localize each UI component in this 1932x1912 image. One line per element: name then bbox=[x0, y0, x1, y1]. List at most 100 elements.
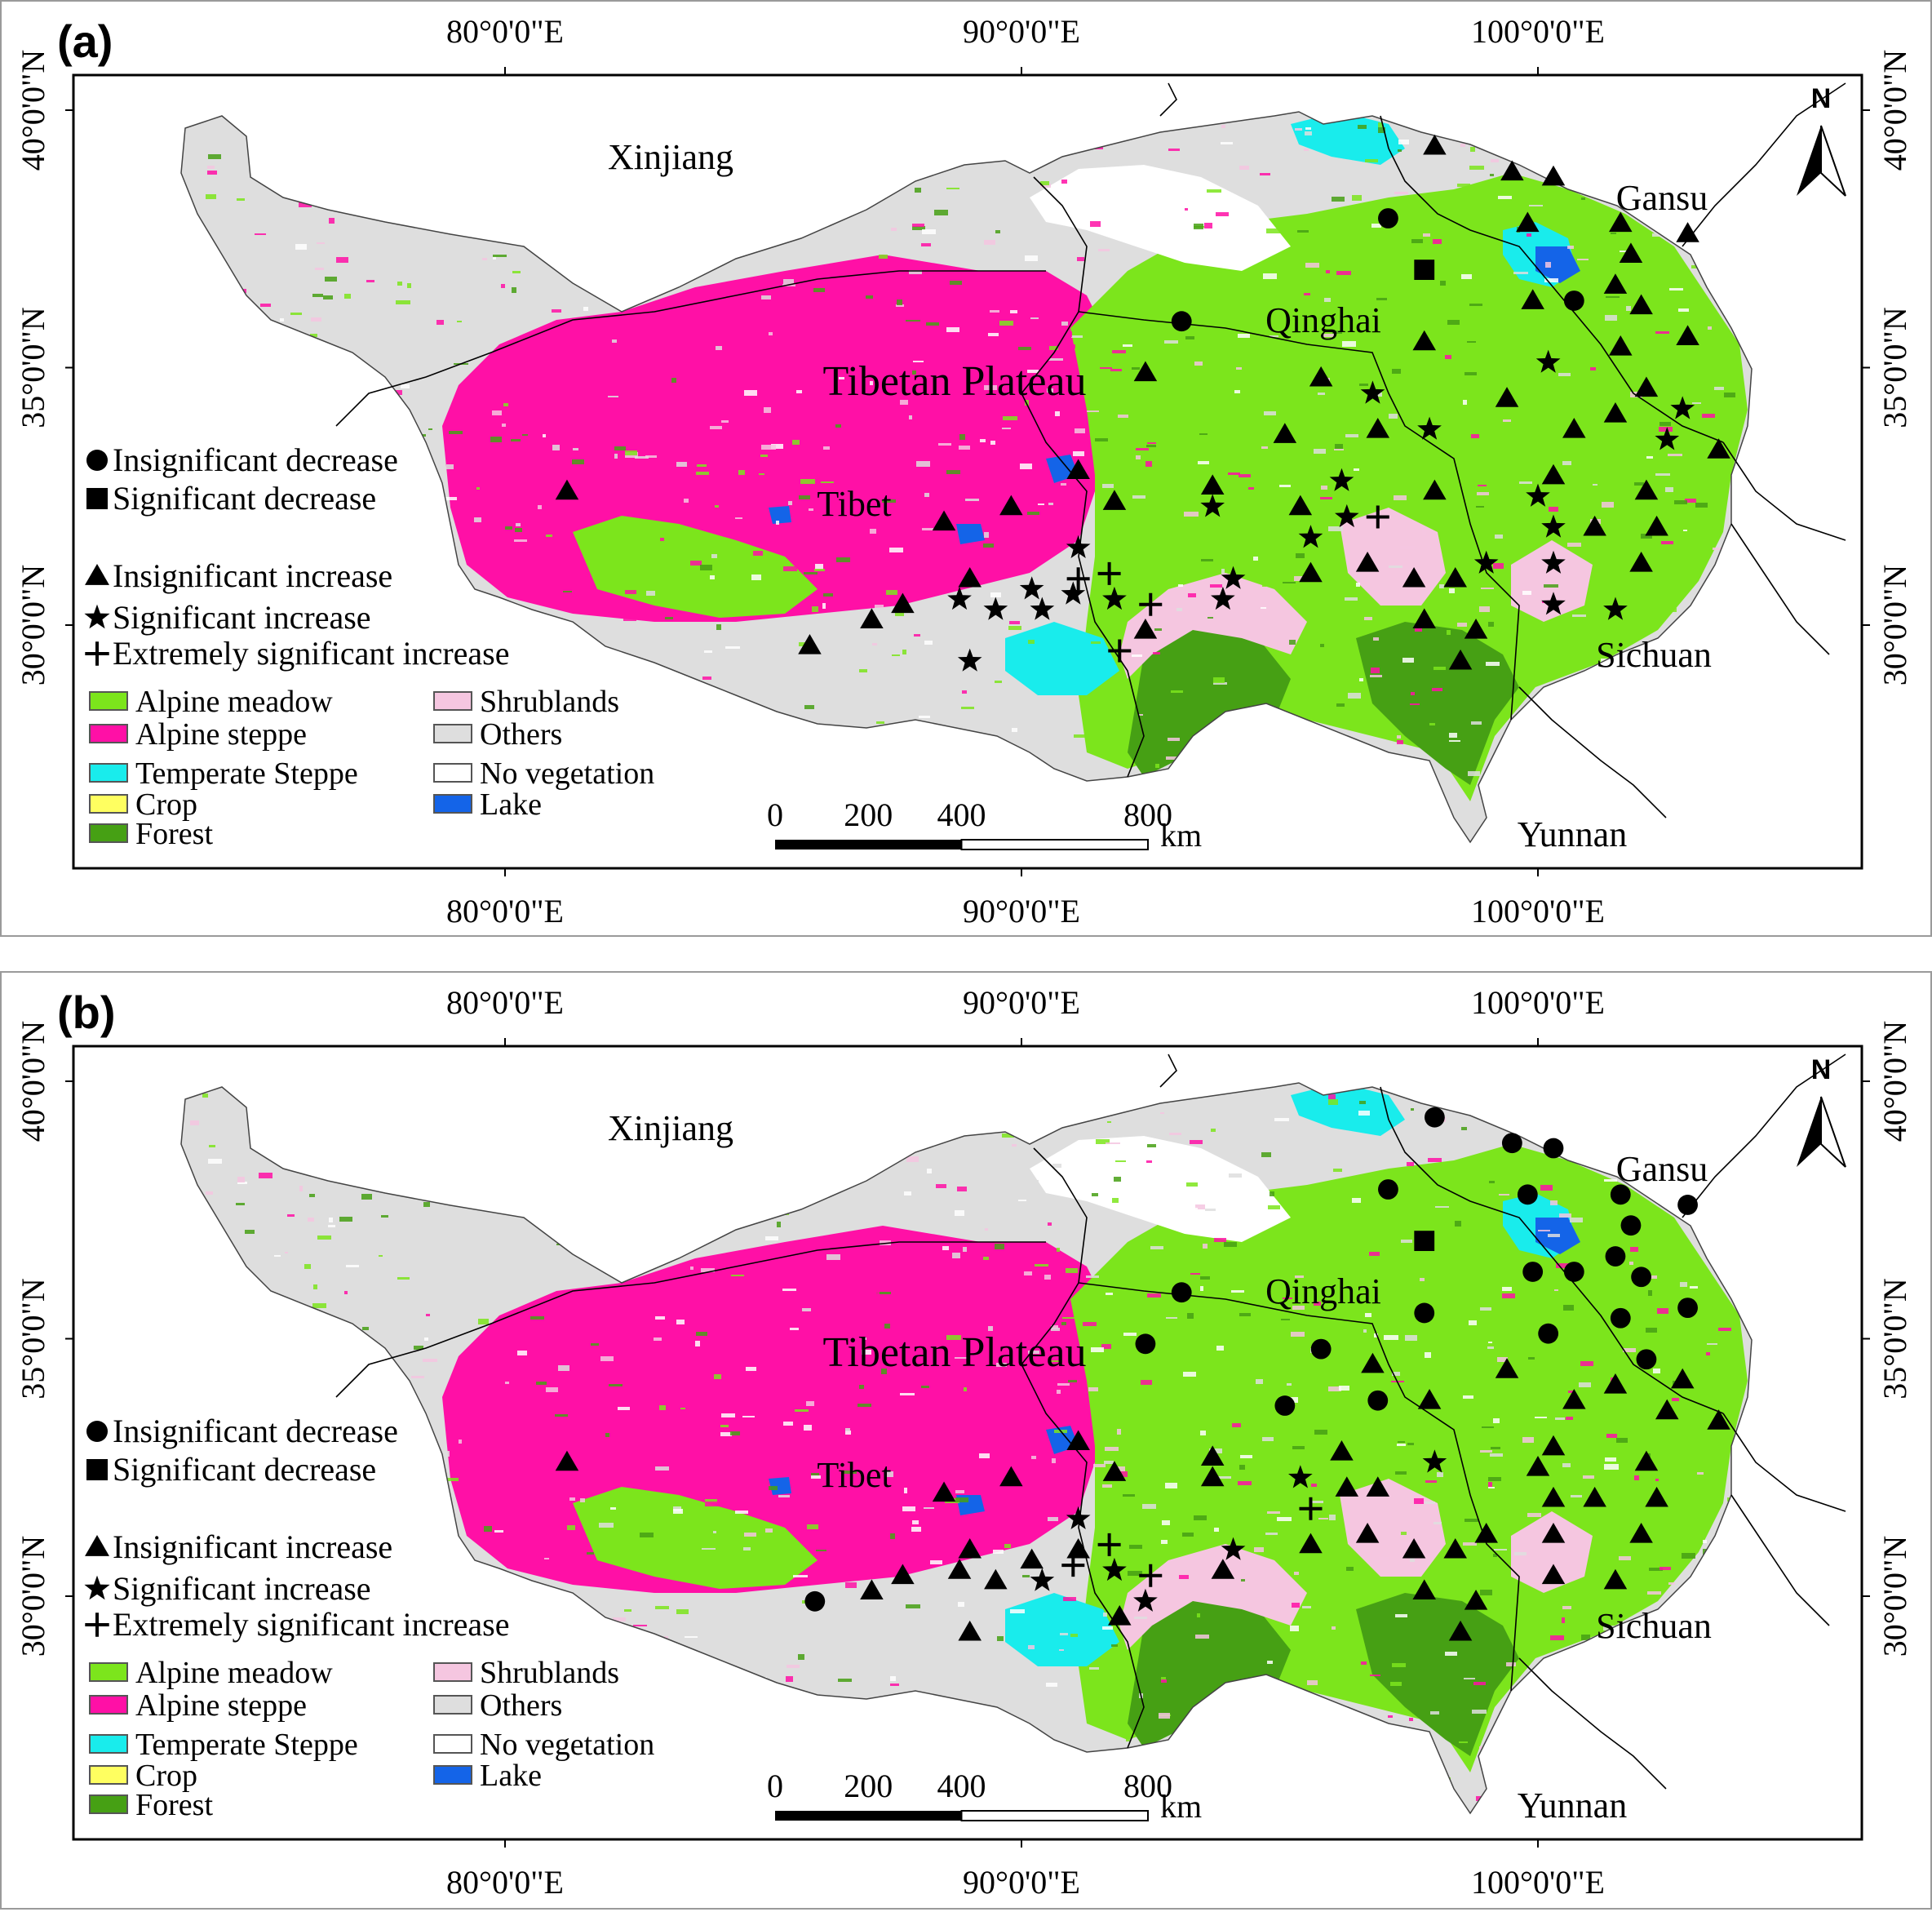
station-marker-inc bbox=[1495, 1358, 1519, 1378]
station-marker-inc bbox=[1299, 1533, 1323, 1554]
right-tick-label: 40°0'0"N bbox=[1877, 50, 1913, 171]
north-label: N bbox=[1811, 83, 1832, 114]
landcover-legend-label: Lake bbox=[480, 787, 542, 822]
station-marker-sig bbox=[1298, 525, 1323, 548]
landcover-legend-label: Lake bbox=[480, 1759, 542, 1793]
station-marker-sig bbox=[1335, 504, 1359, 528]
station-marker-dec bbox=[1425, 1107, 1445, 1128]
station-marker-dec bbox=[1171, 1282, 1192, 1303]
legend-swatch bbox=[433, 1695, 472, 1715]
region-label-gansu: Gansu bbox=[1616, 178, 1708, 218]
scale-bar-label: 200 bbox=[844, 1768, 893, 1804]
station-marker-plus bbox=[1299, 1497, 1323, 1520]
station-marker-dec bbox=[1274, 1395, 1296, 1416]
station-marker-inc bbox=[1102, 490, 1127, 510]
legend-swatch bbox=[433, 724, 472, 743]
station-marker-sig bbox=[1288, 1465, 1313, 1488]
station-marker-inc bbox=[1676, 325, 1699, 345]
landcover-legend-label: Alpine meadow bbox=[135, 1656, 333, 1690]
station-marker-inc bbox=[1402, 1537, 1426, 1559]
landcover-legend-label: Others bbox=[480, 1688, 562, 1723]
station-marker-dec bbox=[1636, 1349, 1657, 1370]
station-marker-inc bbox=[984, 1568, 1008, 1590]
station-marker-inc bbox=[798, 633, 822, 654]
station-marker-inc bbox=[1541, 1486, 1566, 1507]
trend-legend-label: Significant decrease bbox=[113, 480, 376, 517]
legend-swatch bbox=[89, 763, 128, 783]
landcover-legend-label: Shrublands bbox=[480, 685, 619, 719]
station-marker-inc bbox=[1634, 1450, 1659, 1471]
station-marker-inc bbox=[555, 479, 579, 500]
landcover-legend-label: Forest bbox=[135, 817, 213, 851]
station-marker-dec bbox=[1522, 1262, 1544, 1282]
station-marker-inc bbox=[1634, 376, 1659, 397]
station-marker-plus bbox=[1061, 1554, 1085, 1577]
station-marker-inc bbox=[1645, 515, 1668, 536]
station-marker-inc bbox=[891, 592, 915, 614]
right-tick-label: 30°0'0"N bbox=[1877, 1536, 1913, 1657]
legend-swatch bbox=[433, 691, 472, 711]
legend-swatch bbox=[89, 691, 128, 711]
station-marker-inc bbox=[1200, 1466, 1225, 1487]
station-marker-inc bbox=[1133, 619, 1158, 639]
region-label-sichuan: Sichuan bbox=[1596, 635, 1712, 675]
top-tick-label: 100°0'0"E bbox=[1471, 13, 1605, 50]
station-marker-inc bbox=[1423, 479, 1447, 500]
legend-symbol-sig bbox=[84, 604, 110, 629]
scale-bar-label: 0 bbox=[767, 796, 783, 833]
right-tick-label: 35°0'0"N bbox=[1877, 307, 1913, 428]
legend-swatch bbox=[433, 1662, 472, 1682]
station-marker-inc bbox=[1366, 417, 1390, 438]
station-marker-dec bbox=[1538, 1323, 1559, 1344]
trend-legend-label: Significant increase bbox=[113, 599, 371, 636]
station-marker-inc bbox=[1634, 479, 1659, 500]
station-marker-plus bbox=[1139, 592, 1163, 616]
station-marker-inc bbox=[958, 1537, 982, 1559]
station-marker-dec bbox=[1135, 1333, 1156, 1355]
landcover-legend-label: Alpine steppe bbox=[135, 1688, 307, 1723]
north-arrow bbox=[1797, 1096, 1846, 1168]
station-marker-inc bbox=[1335, 1476, 1359, 1497]
station-marker-inc bbox=[999, 1466, 1023, 1487]
station-marker-sig bbox=[1603, 597, 1628, 620]
legend-symbol-sig bbox=[84, 1575, 110, 1600]
bottom-tick-label: 80°0'0"E bbox=[446, 893, 564, 929]
trend-legend-label: Significant decrease bbox=[113, 1451, 376, 1488]
station-marker-sig bbox=[1019, 576, 1044, 600]
province-boundaries bbox=[335, 1054, 1846, 1790]
region-label-yunnan: Yunnan bbox=[1518, 1786, 1627, 1825]
station-marker-sig bbox=[1061, 581, 1086, 605]
station-marker-sig bbox=[1133, 1588, 1158, 1612]
station-marker-sig bbox=[1655, 427, 1680, 450]
station-marker-inc bbox=[1361, 1352, 1385, 1373]
station-marker-inc bbox=[1603, 402, 1628, 423]
scale-bar-label: 400 bbox=[937, 1768, 986, 1804]
station-marker-inc bbox=[1495, 387, 1519, 407]
legend-swatch bbox=[89, 1794, 128, 1814]
station-marker-plus bbox=[1097, 561, 1121, 585]
station-marker-inc bbox=[1629, 294, 1653, 315]
station-marker-sig bbox=[1329, 468, 1354, 491]
station-marker-inc bbox=[1670, 1368, 1695, 1389]
station-marker-inc bbox=[1417, 1388, 1442, 1409]
scale-bar-unit: km bbox=[1160, 1788, 1202, 1825]
station-marker-inc bbox=[1200, 1445, 1225, 1466]
station-marker-inc bbox=[1707, 1409, 1730, 1430]
station-marker-sig bbox=[947, 586, 972, 610]
station-marker-sig bbox=[1473, 550, 1499, 574]
region-label-gansu: Gansu bbox=[1616, 1149, 1708, 1189]
north-label: N bbox=[1811, 1054, 1832, 1085]
station-marker-plus bbox=[1366, 505, 1389, 529]
station-marker-inc bbox=[891, 1564, 915, 1585]
station-marker-sig bbox=[1030, 597, 1055, 620]
station-marker-inc bbox=[1330, 1440, 1354, 1461]
station-marker-dec bbox=[1610, 1184, 1631, 1205]
station-marker-inc bbox=[1629, 552, 1653, 572]
station-marker-inc bbox=[1655, 1399, 1679, 1420]
province-boundaries bbox=[335, 82, 1846, 818]
landcover-legend-label: Alpine meadow bbox=[135, 685, 333, 719]
station-marker-sig bbox=[1200, 494, 1225, 517]
left-tick-label: 40°0'0"N bbox=[15, 50, 51, 171]
station-marker-sig bbox=[1102, 1557, 1127, 1582]
